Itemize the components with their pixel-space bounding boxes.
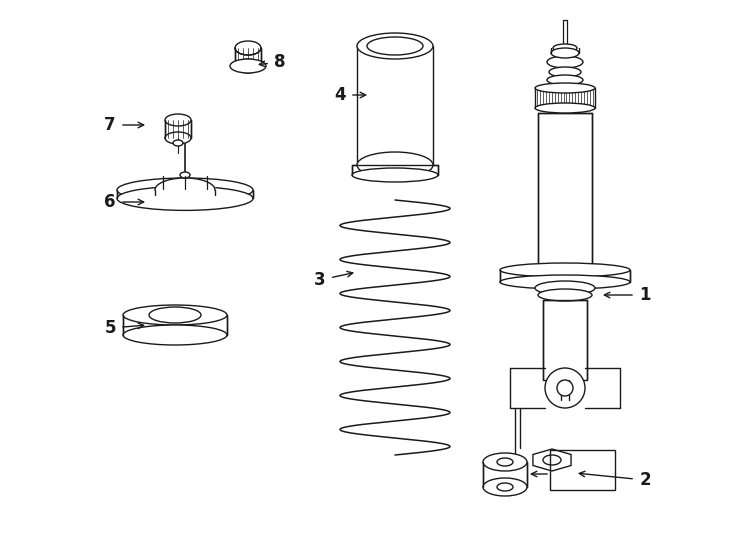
Bar	[235, 48, 261, 66]
Bar	[543, 300, 587, 380]
Ellipse shape	[123, 305, 227, 325]
Ellipse shape	[235, 59, 261, 73]
Text: 5: 5	[104, 319, 116, 337]
Ellipse shape	[173, 140, 183, 146]
Bar	[538, 113, 592, 270]
Bar	[535, 88, 595, 108]
Ellipse shape	[535, 103, 595, 113]
Bar	[117, 190, 253, 198]
Bar	[483, 462, 527, 487]
Ellipse shape	[500, 275, 630, 289]
Bar	[352, 165, 438, 175]
Ellipse shape	[538, 289, 592, 301]
Text: 7: 7	[104, 116, 116, 134]
Ellipse shape	[551, 48, 579, 58]
Ellipse shape	[357, 33, 433, 59]
Ellipse shape	[500, 263, 630, 277]
Ellipse shape	[483, 478, 527, 496]
Ellipse shape	[557, 380, 573, 396]
Ellipse shape	[545, 368, 585, 408]
Ellipse shape	[553, 44, 577, 52]
Ellipse shape	[547, 75, 583, 85]
Ellipse shape	[497, 483, 513, 491]
Text: 2: 2	[639, 471, 651, 489]
Ellipse shape	[149, 307, 201, 323]
Ellipse shape	[230, 59, 266, 73]
Ellipse shape	[352, 168, 438, 182]
Text: 1: 1	[639, 286, 651, 304]
Ellipse shape	[235, 41, 261, 55]
Ellipse shape	[165, 114, 191, 126]
Bar	[123, 315, 227, 335]
Bar	[550, 450, 615, 490]
Text: 3: 3	[314, 271, 326, 289]
Ellipse shape	[535, 83, 595, 93]
Ellipse shape	[123, 325, 227, 345]
Ellipse shape	[547, 56, 583, 68]
Ellipse shape	[165, 132, 191, 144]
Ellipse shape	[543, 455, 561, 465]
Ellipse shape	[483, 453, 527, 471]
Ellipse shape	[497, 458, 513, 466]
Bar	[500, 270, 630, 282]
Ellipse shape	[357, 152, 433, 178]
Text: 6: 6	[104, 193, 116, 211]
Ellipse shape	[535, 281, 595, 295]
Ellipse shape	[180, 172, 190, 178]
Ellipse shape	[367, 37, 423, 55]
Text: 4: 4	[334, 86, 346, 104]
Ellipse shape	[117, 186, 253, 211]
Text: 8: 8	[275, 53, 286, 71]
Bar	[165, 120, 191, 138]
Polygon shape	[533, 449, 571, 471]
Ellipse shape	[549, 67, 581, 77]
Ellipse shape	[117, 178, 253, 202]
